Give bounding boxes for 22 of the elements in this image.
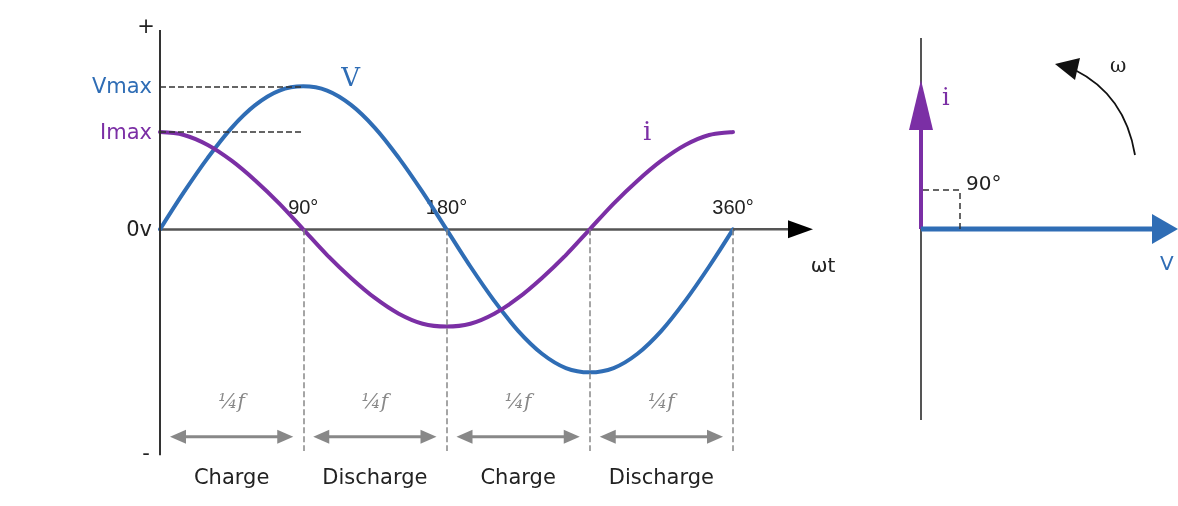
text: 90°	[966, 171, 1002, 195]
text: -	[142, 441, 150, 466]
text: Charge	[193, 464, 270, 489]
text: 0v	[126, 217, 152, 242]
text: ¼f	[504, 388, 536, 413]
x-tick-label: 90°	[288, 196, 319, 219]
text: ¼f	[218, 388, 249, 413]
text: Discharge	[608, 464, 714, 489]
text: Charge	[480, 464, 556, 489]
text: Discharge	[322, 464, 428, 489]
text: ¼f	[647, 388, 679, 413]
series-label: V	[340, 62, 362, 93]
text: Vmax	[91, 74, 152, 99]
text: V	[1160, 251, 1174, 275]
text: +	[137, 14, 155, 38]
x-axis-title: ωt	[810, 253, 836, 278]
text: Imax	[100, 120, 152, 145]
text: i	[942, 83, 950, 111]
text: ¼f	[361, 388, 392, 413]
series-label: i	[643, 116, 652, 147]
text: ω	[1110, 53, 1127, 77]
x-tick-label: 360°	[712, 196, 754, 219]
